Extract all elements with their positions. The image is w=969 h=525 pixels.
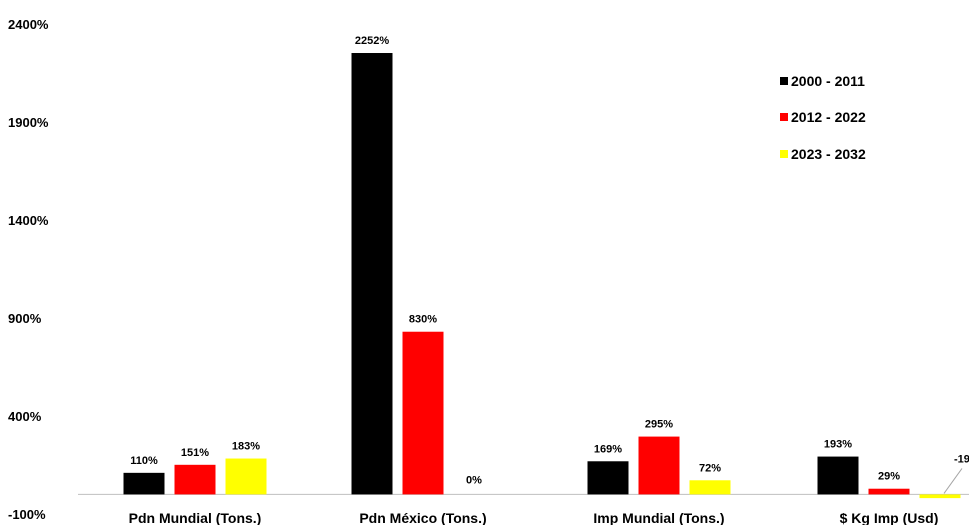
data-label: 72% [699, 462, 721, 474]
data-label: 295% [645, 419, 673, 431]
bar-1-3 [587, 461, 629, 495]
bar-3-3 [689, 480, 731, 495]
bar-2-1 [174, 464, 216, 495]
y-tick-label: 400% [8, 409, 42, 424]
data-label: 2252% [355, 35, 389, 47]
data-label: 0% [466, 474, 482, 486]
bar-3-1 [225, 458, 267, 495]
x-tick-label: Imp Mundial (Tons.) [593, 510, 724, 525]
data-label: 183% [232, 441, 260, 453]
y-tick-label: 2400% [8, 17, 49, 32]
x-tick-label: $ Kg Imp (Usd) [840, 510, 939, 525]
legend-label: 2000 - 2011 [791, 73, 865, 89]
data-labels-group: 110% 151% 183% 2252% 830% 0% 169% 295% 72% 193% 29… [130, 35, 969, 494]
data-label: 29% [878, 471, 900, 483]
bars-group [123, 53, 961, 499]
legend-swatch [780, 77, 788, 85]
data-label: 151% [181, 447, 209, 459]
data-label: 169% [594, 443, 622, 455]
x-axis-ticks: Pdn Mundial (Tons.) Pdn México (Tons.) Imp… [129, 510, 939, 525]
legend-label: 2012 - 2022 [791, 109, 866, 125]
bar-2-4 [868, 488, 910, 495]
legend-label: 2023 - 2032 [791, 146, 866, 162]
y-tick-label: 1400% [8, 213, 49, 228]
bar-3-4 [919, 494, 961, 499]
x-tick-label: Pdn Mundial (Tons.) [129, 510, 262, 525]
x-tick-label: Pdn México (Tons.) [359, 510, 486, 525]
y-tick-label: 900% [8, 311, 42, 326]
legend-swatch [780, 113, 788, 121]
legend-swatch [780, 150, 788, 158]
y-tick-label: -100% [8, 507, 46, 522]
bar-1-2 [351, 53, 393, 495]
data-label: 193% [824, 439, 852, 451]
data-label: -19% [954, 453, 969, 465]
bar-1-4 [817, 456, 859, 495]
bar-2-2 [402, 331, 444, 495]
data-label: 110% [130, 455, 158, 467]
label-leader-line [943, 468, 963, 494]
bar-1-1 [123, 472, 165, 495]
data-label: 830% [409, 314, 437, 326]
bar-2-3 [638, 436, 680, 495]
y-axis-ticks: 2400% 1900% 1400% 900% 400% -100% [8, 17, 49, 522]
y-tick-label: 1900% [8, 115, 49, 130]
legend: 2000 - 2011 2012 - 2022 2023 - 2032 [780, 73, 866, 162]
